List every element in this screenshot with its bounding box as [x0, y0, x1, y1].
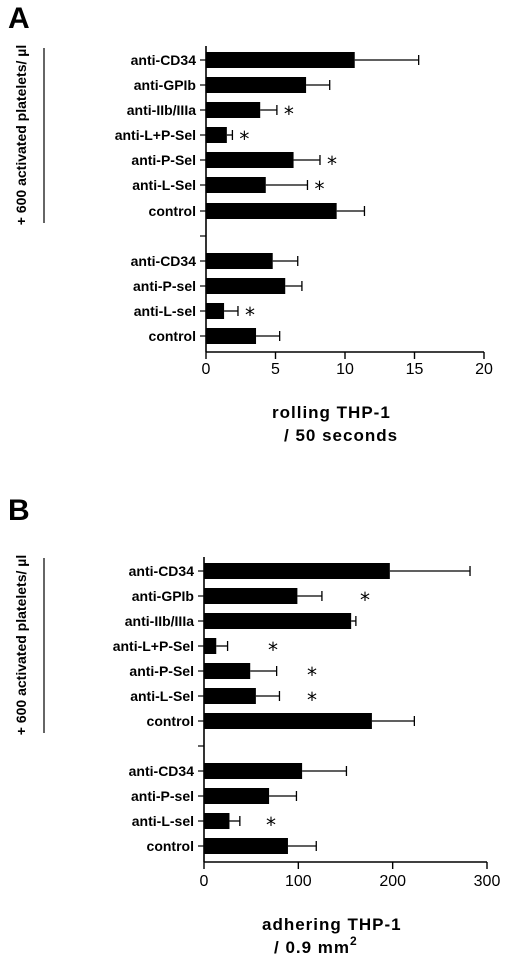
- bar: [206, 253, 273, 269]
- category-label: anti-GPIb: [132, 588, 194, 604]
- significance-marker: *: [266, 813, 276, 837]
- x-axis-label-line2-text: / 50 seconds: [284, 426, 398, 445]
- x-axis-label-line1: adhering THP-1: [262, 915, 402, 934]
- chart-panel-a: A + 600 activated platelets/ µl 0 5 10 15 20 an…: [8, 2, 493, 445]
- x-tick-label: 10: [336, 361, 354, 378]
- category-label: anti-CD34: [131, 253, 197, 269]
- x-tick-label: 200: [379, 873, 406, 890]
- x-tick-label: 20: [475, 361, 493, 378]
- significance-marker: *: [314, 177, 324, 201]
- x-axis-label-line1: rolling THP-1: [272, 403, 391, 422]
- category-label: anti-L-sel: [134, 303, 196, 319]
- bar: [204, 588, 298, 604]
- significance-marker: *: [268, 638, 278, 662]
- category-label: control: [149, 328, 196, 344]
- x-axis-label-line2: / 0.9 mm2: [274, 934, 358, 957]
- bar: [204, 688, 256, 704]
- category-label: anti-P-sel: [133, 278, 196, 294]
- chart-panel-b: B + 600 activated platelets/ µl 0 100 200 300…: [8, 494, 500, 957]
- panel-letter: B: [8, 494, 30, 527]
- x-axis-label-superscript: 2: [350, 934, 358, 948]
- bar: [204, 788, 270, 804]
- category-label: anti-CD34: [129, 563, 195, 579]
- category-label: anti-P-Sel: [131, 152, 196, 168]
- x-tick-label: 5: [271, 361, 280, 378]
- category-label: control: [149, 203, 196, 219]
- bar: [206, 127, 227, 143]
- bar: [204, 763, 303, 779]
- x-tick-label: 100: [285, 873, 312, 890]
- bar: [206, 328, 257, 344]
- bar: [206, 77, 307, 93]
- bar: [206, 52, 355, 68]
- x-tick-label: 300: [474, 873, 501, 890]
- category-label: anti-L-sel: [132, 813, 194, 829]
- category-label: anti-L-Sel: [132, 177, 196, 193]
- significance-marker: *: [245, 303, 255, 327]
- bar: [204, 813, 230, 829]
- category-label: anti-IIb/IIIa: [127, 102, 196, 118]
- category-label: control: [147, 713, 194, 729]
- bar: [204, 638, 217, 654]
- x-axis-label-line2-text: / 0.9 mm: [274, 938, 350, 957]
- bar: [204, 613, 352, 629]
- group-label: + 600 activated platelets/ µl: [13, 45, 29, 225]
- significance-marker: *: [307, 663, 317, 687]
- bar: [206, 102, 261, 118]
- x-tick-label: 15: [406, 361, 424, 378]
- category-label: anti-GPIb: [134, 77, 196, 93]
- bar: [206, 177, 266, 193]
- category-label: anti-L+P-Sel: [113, 638, 194, 654]
- category-label: anti-CD34: [129, 763, 195, 779]
- bar: [206, 278, 286, 294]
- category-label: control: [147, 838, 194, 854]
- bar: [204, 713, 372, 729]
- bar: [206, 152, 294, 168]
- significance-marker: *: [284, 102, 294, 126]
- category-label: anti-CD34: [131, 52, 197, 68]
- bar: [206, 303, 225, 319]
- group-label: + 600 activated platelets/ µl: [13, 555, 29, 735]
- bar: [204, 663, 251, 679]
- category-label: anti-L-Sel: [130, 688, 194, 704]
- category-label: anti-P-Sel: [129, 663, 194, 679]
- x-axis-label-line2: / 50 seconds: [284, 426, 398, 445]
- bar: [204, 563, 390, 579]
- category-label: anti-IIb/IIIa: [125, 613, 194, 629]
- significance-marker: *: [239, 127, 249, 151]
- significance-marker: *: [360, 588, 370, 612]
- bar: [206, 203, 337, 219]
- bar: [204, 838, 288, 854]
- significance-marker: *: [327, 152, 337, 176]
- significance-marker: *: [307, 688, 317, 712]
- panel-letter: A: [8, 2, 30, 35]
- category-label: anti-L+P-Sel: [115, 127, 196, 143]
- x-tick-label: 0: [200, 873, 209, 890]
- category-label: anti-P-sel: [131, 788, 194, 804]
- x-tick-label: 0: [202, 361, 211, 378]
